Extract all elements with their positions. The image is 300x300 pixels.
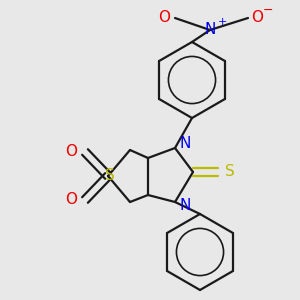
Text: O: O (65, 193, 77, 208)
Text: S: S (225, 164, 235, 179)
Text: O: O (158, 11, 170, 26)
Text: N: N (179, 199, 191, 214)
Text: +: + (217, 17, 227, 27)
Text: S: S (105, 169, 115, 184)
Text: −: − (263, 4, 273, 16)
Text: N: N (204, 22, 216, 38)
Text: O: O (65, 145, 77, 160)
Text: N: N (179, 136, 191, 152)
Text: O: O (251, 11, 263, 26)
